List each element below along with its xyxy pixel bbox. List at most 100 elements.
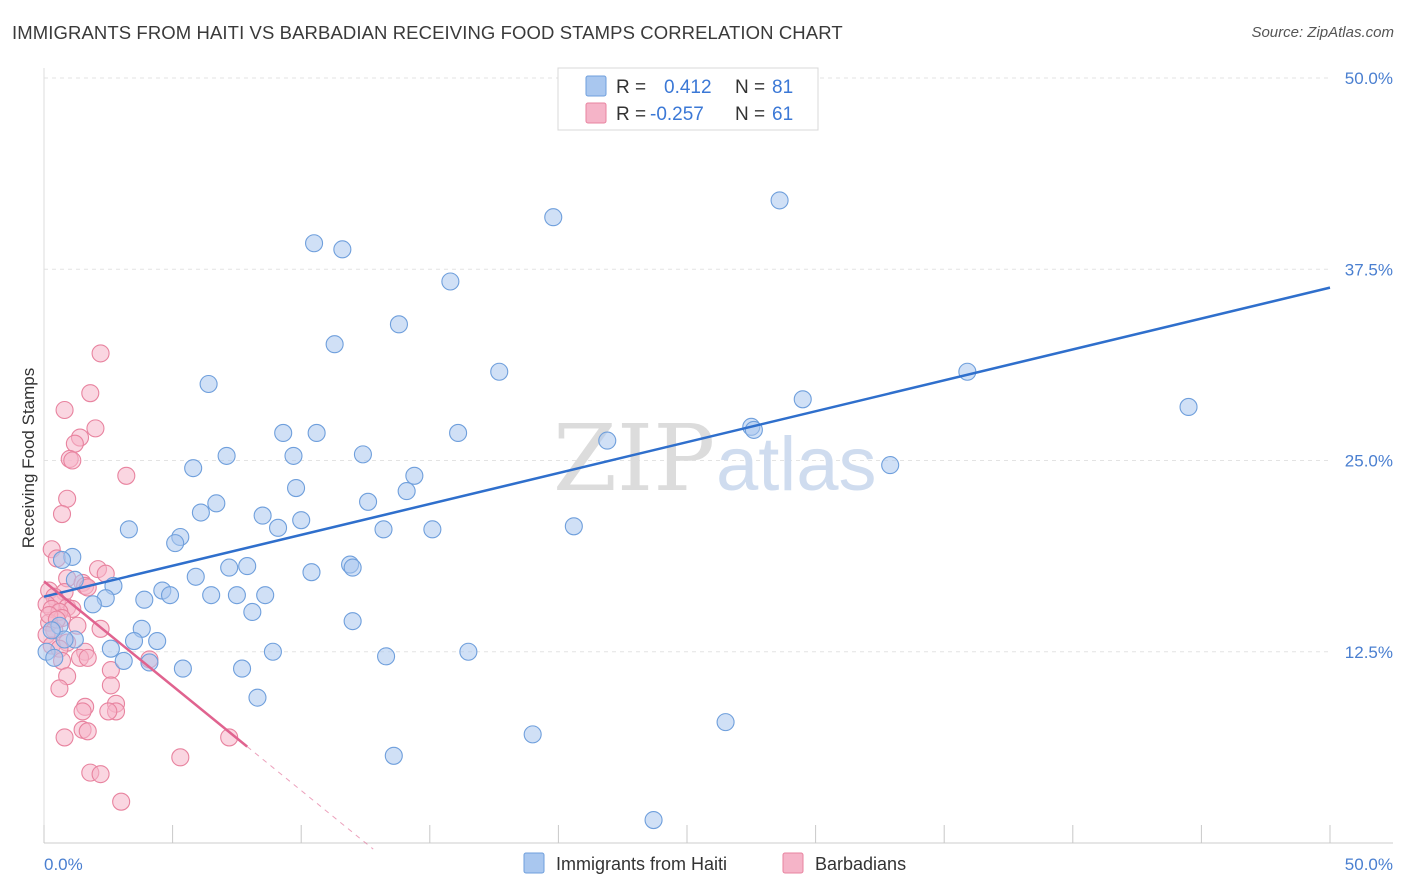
barbadians-trend-line — [43, 580, 248, 748]
haiti-point — [441, 272, 460, 291]
barbadians-point — [81, 384, 100, 403]
legend-n-value-barbadians: 61 — [772, 104, 793, 125]
haiti-point — [199, 374, 218, 394]
barbadians-point — [50, 679, 69, 698]
barbadians-point — [55, 728, 74, 747]
barbadians-point — [55, 400, 74, 420]
haiti-trend-line — [43, 286, 1331, 598]
legend-n-value-haiti: 81 — [772, 77, 793, 98]
haiti-point — [119, 520, 138, 539]
barbadians-trend-extension — [246, 746, 374, 850]
haiti-point — [958, 362, 977, 381]
haiti-point — [353, 445, 372, 464]
y-tick-label: 12.5% — [1345, 643, 1393, 662]
haiti-point — [544, 208, 563, 227]
trend-lines — [43, 286, 1331, 850]
series-swatch-haiti — [523, 852, 545, 874]
axes — [43, 825, 1393, 844]
haiti-point — [770, 191, 789, 210]
barbadians-point — [58, 489, 77, 508]
haiti-point — [227, 586, 246, 605]
haiti-point — [173, 659, 192, 678]
haiti-point — [564, 517, 583, 536]
haiti-point — [598, 431, 617, 450]
series-name-barbadians: Barbadians — [815, 854, 906, 874]
haiti-point — [202, 586, 221, 605]
haiti-points — [37, 88, 1198, 830]
haiti-point — [374, 520, 393, 539]
haiti-point — [292, 511, 311, 530]
barbadians-point — [91, 765, 110, 784]
haiti-point — [307, 423, 326, 443]
haiti-point — [343, 558, 362, 577]
haiti-point — [186, 567, 205, 586]
haiti-point — [389, 315, 408, 334]
barbadians-point — [91, 344, 110, 363]
haiti-point — [207, 494, 226, 513]
haiti-point — [140, 653, 159, 672]
haiti-point — [397, 482, 416, 501]
barbadians-point — [101, 676, 120, 695]
series-legend: Immigrants from Haiti Barbadians — [523, 852, 906, 874]
haiti-point — [52, 550, 72, 570]
haiti-point — [191, 503, 210, 522]
haiti-point — [160, 586, 180, 605]
haiti-point — [1179, 397, 1198, 417]
series-name-haiti: Immigrants from Haiti — [556, 854, 727, 874]
legend-r-label-haiti: R = — [616, 77, 646, 98]
haiti-point — [287, 478, 306, 498]
barbadians-point — [78, 722, 97, 741]
haiti-point — [55, 630, 74, 649]
haiti-point — [405, 466, 424, 485]
haiti-point — [343, 612, 362, 631]
haiti-point — [256, 586, 275, 605]
y-tick-label: 50.0% — [1345, 69, 1393, 88]
haiti-point — [184, 459, 203, 478]
haiti-point — [644, 810, 663, 830]
haiti-point — [359, 492, 378, 511]
barbadians-point — [63, 451, 82, 470]
haiti-point — [248, 688, 267, 707]
barbadians-point — [73, 702, 92, 721]
haiti-point — [459, 642, 478, 661]
haiti-point — [333, 240, 352, 259]
haiti-point — [284, 446, 303, 465]
haiti-point — [881, 456, 900, 475]
haiti-point — [124, 631, 144, 651]
haiti-point — [65, 570, 84, 589]
haiti-point — [45, 648, 64, 667]
haiti-point — [263, 642, 282, 661]
haiti-point — [243, 602, 262, 622]
haiti-point — [135, 590, 154, 609]
chart-title: IMMIGRANTS FROM HAITI VS BARBADIAN RECEI… — [12, 22, 843, 43]
haiti-point — [384, 746, 403, 765]
watermark-zip: ZIP — [553, 405, 715, 512]
legend-r-value-barbadians: -0.257 — [650, 104, 704, 125]
barbadians-point — [78, 648, 97, 667]
barbadians-point — [112, 792, 131, 811]
legend-swatch-barbadians — [585, 102, 607, 124]
y-tick-label: 37.5% — [1345, 260, 1393, 279]
watermark-atlas: atlas — [716, 422, 877, 507]
haiti-point — [148, 631, 167, 651]
haiti-point — [232, 659, 252, 678]
haiti-point — [274, 423, 293, 443]
legend-r-value-haiti: 0.412 — [664, 77, 712, 98]
source-credit: Source: ZipAtlas.com — [1251, 24, 1394, 41]
legend-swatch-haiti — [585, 75, 607, 97]
haiti-point — [793, 390, 812, 409]
y-axis-title: Receiving Food Stamps — [19, 368, 38, 548]
watermark: ZIP atlas — [553, 405, 877, 512]
y-axis-tick-labels: 12.5% 25.0% 37.5% 50.0% — [1345, 69, 1393, 662]
correlation-legend: R = 0.412 N = 81 R = -0.257 N = 61 — [557, 67, 819, 131]
barbadians-point — [65, 434, 84, 453]
haiti-point — [490, 362, 509, 381]
haiti-point — [238, 557, 257, 576]
barbadians-point — [171, 748, 190, 767]
haiti-point — [253, 506, 272, 525]
haiti-point — [217, 446, 236, 465]
barbadians-point — [52, 504, 72, 524]
y-tick-label: 25.0% — [1345, 452, 1393, 471]
haiti-point — [101, 639, 120, 658]
